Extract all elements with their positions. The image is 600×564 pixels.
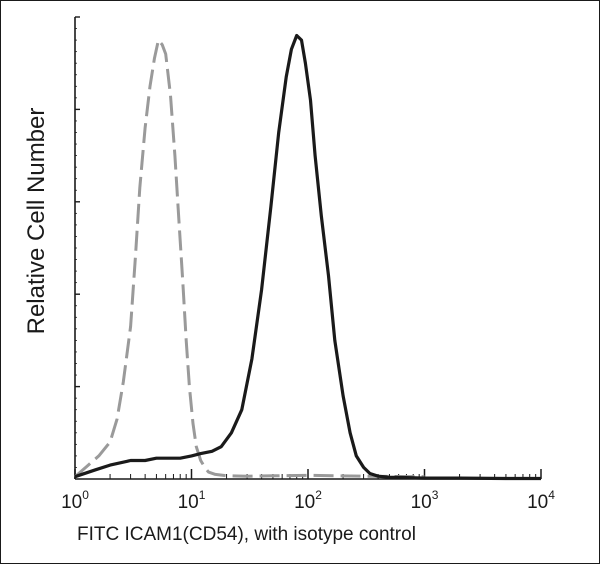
x-tick-label: 101 bbox=[178, 488, 206, 513]
isotype-control-histogram bbox=[74, 38, 425, 479]
icam1-histogram bbox=[74, 33, 541, 481]
plot-area: 100 101 102 103 104 bbox=[61, 16, 555, 513]
x-tick-label: 100 bbox=[61, 488, 89, 513]
x-tick-label: 104 bbox=[527, 488, 555, 513]
x-tick-label: 103 bbox=[411, 488, 439, 513]
x-tick-label: 102 bbox=[294, 488, 322, 513]
y-axis-title: Relative Cell Number bbox=[23, 108, 50, 335]
x-axis-title: FITC ICAM1(CD54), with isotype control bbox=[77, 524, 416, 545]
